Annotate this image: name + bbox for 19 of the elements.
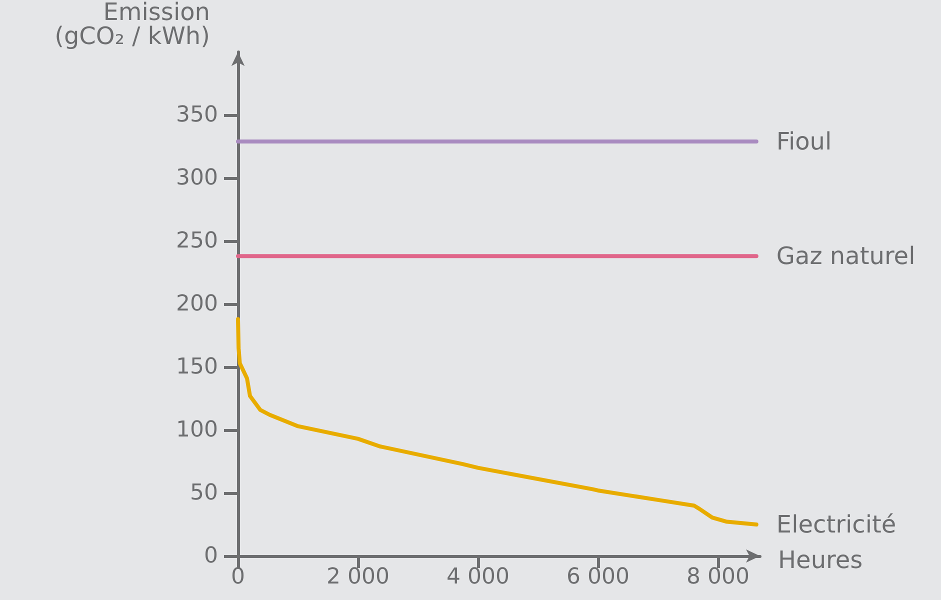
series-label: Fioul (776, 127, 832, 156)
x-tick-label: 2 000 (326, 564, 390, 590)
series-label: Electricité (776, 510, 896, 538)
x-tick-label: 8 000 (686, 564, 750, 590)
y-tick-label: 150 (176, 354, 218, 380)
x-tick-label: 6 000 (566, 564, 630, 590)
line-series (236, 317, 758, 526)
y-axis-title: Emission (gCO₂ / kWh) (54, 0, 210, 50)
x-tick-label: 0 (231, 564, 245, 590)
y-tick-label: 100 (176, 418, 218, 442)
y-tick-label: 350 (176, 102, 218, 128)
x-axis-title: Heures (778, 546, 863, 574)
series-label: Gaz naturel (776, 242, 916, 270)
y-tick-label: 200 (176, 292, 218, 316)
y-tick-label: 250 (176, 228, 218, 254)
y-tick-label: 50 (190, 480, 218, 506)
y-tick-label: 300 (176, 166, 218, 190)
y-tick-label: 0 (204, 544, 218, 568)
x-tick-label: 4 000 (446, 564, 510, 590)
